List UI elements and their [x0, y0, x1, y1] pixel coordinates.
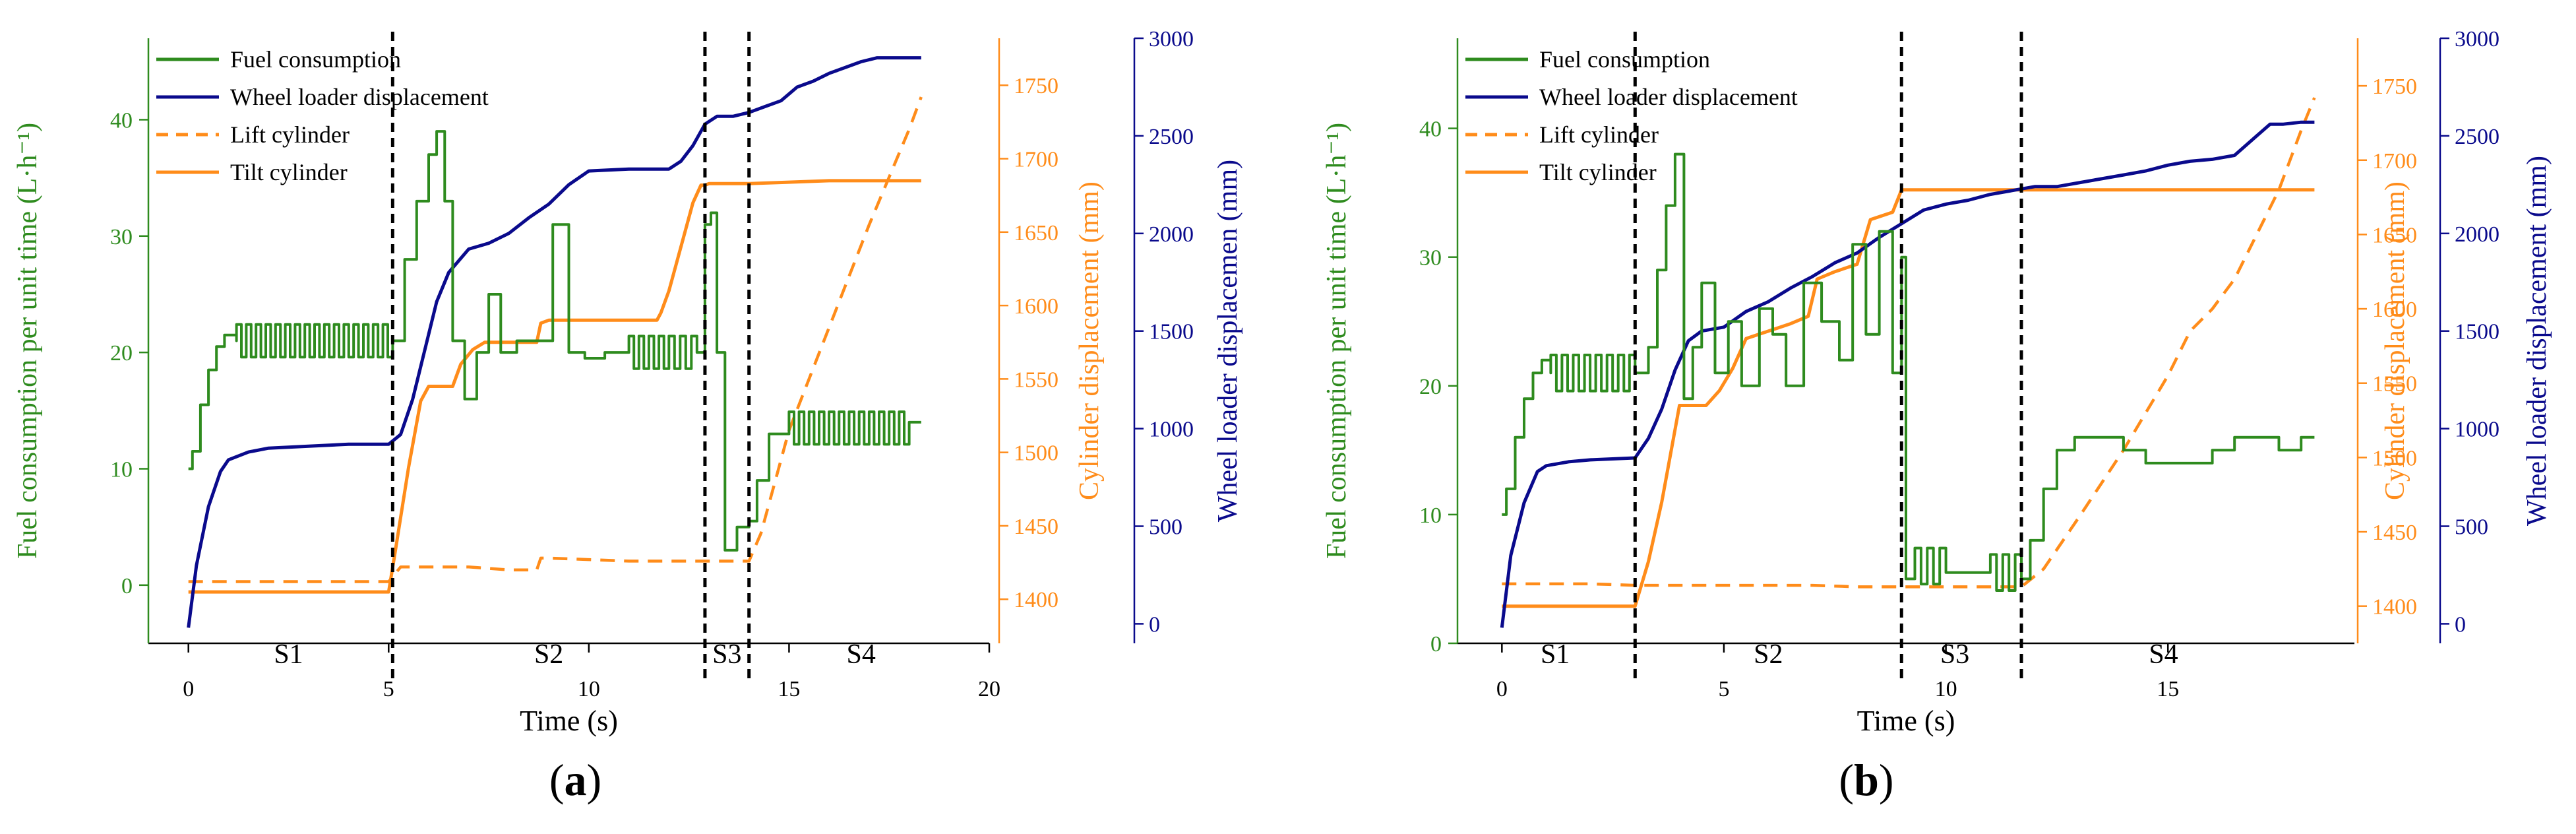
left-y-tick-label: 0: [1430, 632, 1442, 657]
mid-y-tick-label: 1750: [2372, 75, 2417, 99]
left-y-tick-label: 10: [110, 457, 133, 482]
mid-y-tick-label: 1500: [2372, 446, 2417, 470]
left-y-tick-label: 30: [1419, 246, 1442, 271]
stage-label: S4: [2149, 639, 2178, 670]
right-y-tick-label: 2500: [1149, 125, 1194, 149]
x-axis-title: Time (s): [1857, 705, 1955, 737]
mid-y-tick-label: 1450: [1014, 515, 1058, 539]
left-y-tick-label: 20: [110, 341, 133, 366]
left-y-tick-label: 30: [110, 225, 133, 249]
mid-y-tick-label: 1600: [1014, 294, 1058, 319]
tilt-cylinder-series-line: [188, 179, 921, 594]
right-y-tick-label: 2000: [2455, 222, 2499, 247]
panel-b: 0 5 10 15 Time (s) 0 10 20 30 40 1400 1450 1500 1550 1…: [1322, 27, 2552, 805]
stage-label: S1: [274, 639, 303, 670]
legend-label: Wheel loader displacement: [230, 84, 489, 110]
tilt-cylinder-series-line: [1502, 188, 2315, 608]
legend-label: Tilt cylinder: [1539, 159, 1657, 185]
right-y-tick-label: 1000: [2455, 418, 2499, 442]
right-y-axis-title: Wheel loader displacemen (mm): [1213, 160, 1243, 522]
stage-label: S3: [1940, 639, 1969, 670]
mid-y-tick-label: 1400: [1014, 588, 1058, 612]
wheel-loader-displacement-series-line: [187, 56, 921, 628]
legend-label: Fuel consumption: [1539, 46, 1710, 73]
legend-label: Lift cylinder: [1539, 121, 1659, 148]
right-y-tick-label: 500: [1149, 515, 1182, 540]
right-y-tick-label: 3000: [2455, 27, 2499, 51]
panel-label-paren: ): [587, 755, 602, 805]
left-y-tick-label: 0: [121, 574, 133, 598]
left-y-tick-label: 10: [1419, 503, 1442, 528]
left-y-axis-title: Fuel consumption per unit time (L·h⁻¹): [1322, 123, 1352, 559]
mid-y-tick-label: 1400: [2372, 595, 2417, 620]
right-y-tick-label: 0: [2455, 612, 2466, 637]
left-y-axis-title: Fuel consumption per unit time (L·h⁻¹): [13, 123, 43, 559]
fuel-consumption-series-line: [188, 130, 921, 552]
mid-y-tick-label: 1650: [2372, 223, 2417, 247]
panel-label-paren: (: [1839, 755, 1854, 805]
mid-y-tick-label: 1450: [2372, 521, 2417, 545]
panel-a: 0 5 10 15 20 Time (s) 0 10 20 30 40 1400 1450 1500 155…: [13, 27, 1243, 805]
x-tick-label: 5: [1718, 677, 1729, 701]
right-y-tick-label: 0: [1149, 612, 1160, 637]
mid-y-tick-label: 1650: [1014, 221, 1058, 245]
x-tick-label: 5: [383, 677, 394, 701]
mid-y-axis-title: Cylinder displacement (mm): [2380, 181, 2410, 500]
right-y-tick-label: 2000: [1149, 222, 1194, 247]
panel-label-paren: (: [549, 755, 565, 805]
right-y-tick-label: 3000: [1149, 27, 1194, 51]
x-tick-label: 10: [578, 677, 600, 701]
legend-label: Lift cylinder: [230, 121, 350, 148]
x-tick-label: 20: [978, 677, 1000, 701]
x-axis-title: Time (s): [520, 705, 618, 737]
mid-y-tick-label: 1700: [2372, 149, 2417, 174]
mid-y-tick-label: 1600: [2372, 298, 2417, 322]
legend-label: Wheel loader displacement: [1539, 84, 1798, 110]
mid-y-axis-title: Cylinder displacement (mm): [1074, 181, 1105, 500]
right-y-tick-label: 1500: [2455, 320, 2499, 344]
stage-label: S2: [1754, 639, 1783, 670]
panel-label: (b): [1839, 755, 1893, 805]
mid-y-tick-label: 1700: [1014, 148, 1058, 172]
right-y-tick-label: 2500: [2455, 125, 2499, 149]
mid-y-tick-label: 1550: [1014, 368, 1058, 392]
x-tick-label: 10: [1935, 677, 1957, 701]
mid-y-tick-label: 1500: [1014, 441, 1058, 466]
lift-cylinder-series-line: [1502, 97, 2316, 589]
panel-label-paren: ): [1879, 755, 1894, 805]
mid-y-tick-label: 1750: [1014, 74, 1058, 98]
x-tick-label: 0: [1496, 677, 1508, 701]
stage-label: S3: [712, 639, 741, 670]
stage-label: S4: [847, 639, 876, 670]
legend-label: Tilt cylinder: [230, 159, 348, 185]
right-y-tick-label: 1000: [1149, 418, 1194, 442]
right-y-tick-label: 1500: [1149, 320, 1194, 344]
x-tick-label: 15: [2157, 677, 2179, 701]
lift-cylinder-series-line: [188, 96, 923, 583]
legend-label: Fuel consumption: [230, 46, 401, 73]
right-y-tick-label: 500: [2455, 515, 2488, 540]
panel-label-letter: a: [565, 755, 587, 805]
panel-label-letter: b: [1854, 755, 1879, 805]
x-tick-label: 15: [778, 677, 800, 701]
stage-label: S2: [534, 639, 563, 670]
x-tick-label: 0: [183, 677, 194, 701]
left-y-tick-label: 20: [1419, 375, 1442, 399]
left-y-tick-label: 40: [110, 108, 133, 133]
left-y-tick-label: 40: [1419, 117, 1442, 142]
fuel-consumption-series-line: [1502, 152, 2315, 592]
panel-label: (a): [549, 755, 601, 805]
mid-y-tick-label: 1550: [2372, 372, 2417, 397]
right-y-axis-title: Wheel loader displacement (mm): [2522, 156, 2552, 526]
stage-label: S1: [1541, 639, 1570, 670]
